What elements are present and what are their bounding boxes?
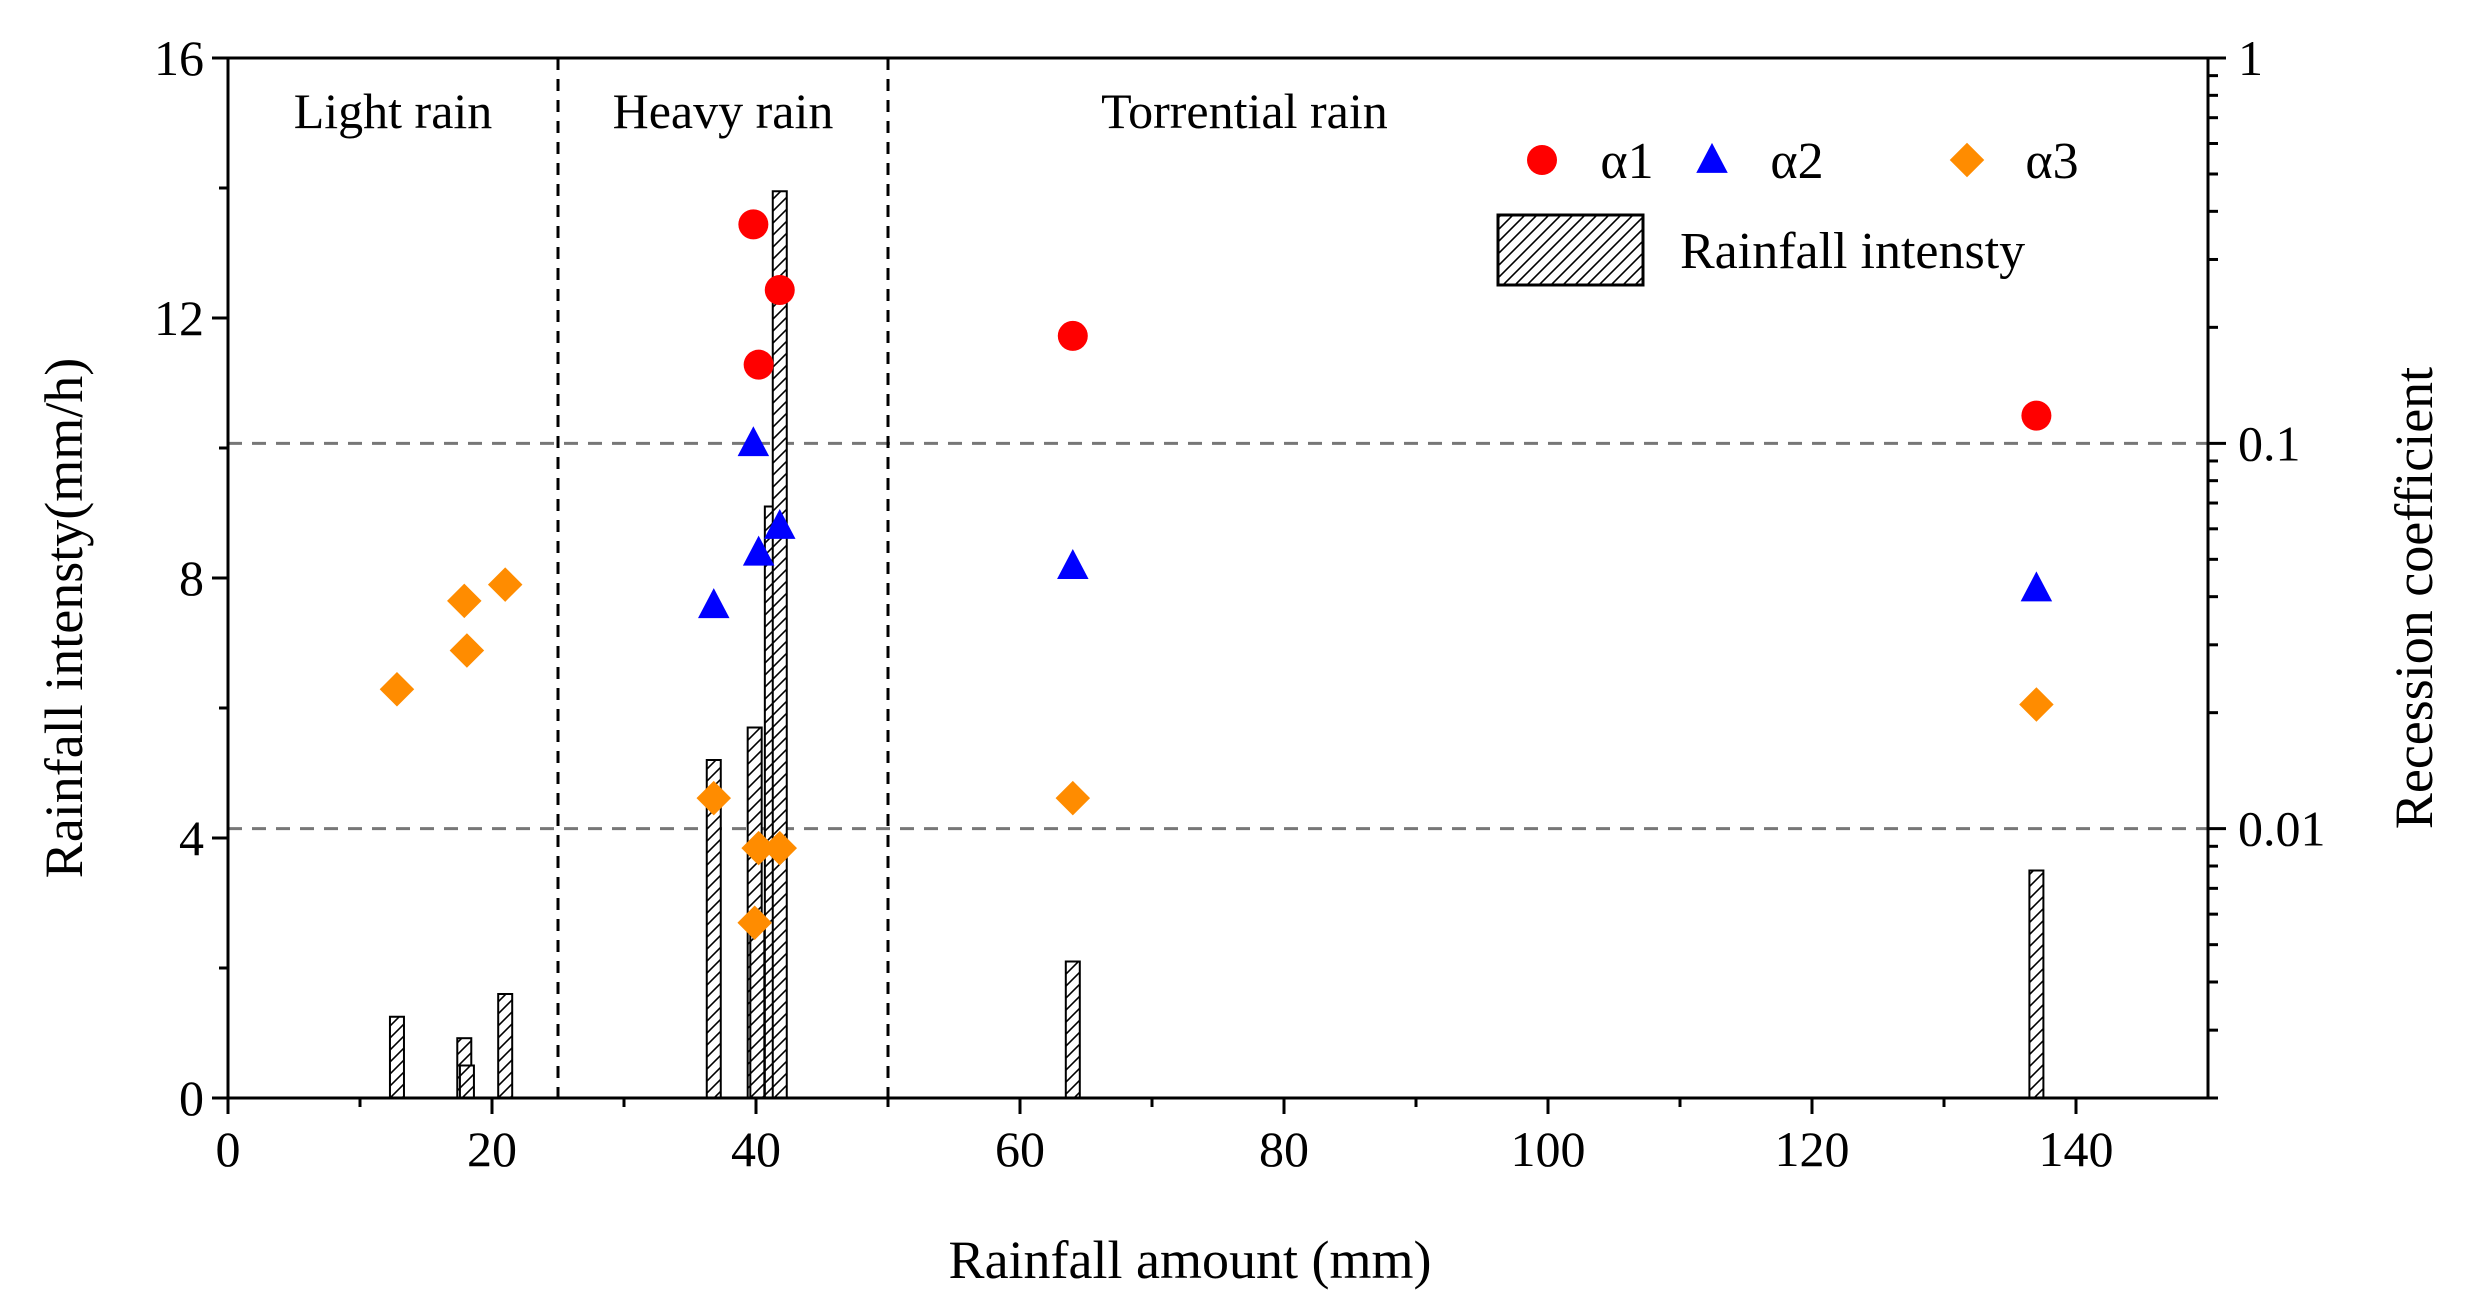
y-left-tick-label: 0 — [179, 1070, 204, 1126]
x-tick-label: 40 — [731, 1121, 781, 1177]
triangle-marker — [1057, 549, 1089, 579]
bar — [388, 1015, 405, 1099]
diamond-marker — [696, 780, 732, 816]
x-tick-label: 120 — [1775, 1121, 1850, 1177]
diamond-marker — [741, 830, 776, 866]
legend-diamond-marker — [1949, 142, 1985, 178]
diamond-marker — [762, 830, 798, 866]
y-left-tick-label: 16 — [154, 30, 204, 86]
bar — [2028, 869, 2045, 1099]
bar — [749, 921, 766, 1099]
circle-marker — [2021, 400, 2052, 431]
region-label: Heavy rain — [613, 83, 834, 139]
circle-marker — [738, 209, 769, 240]
triangle-marker — [698, 588, 730, 619]
y-axis-right-title: Recession coefficient — [2384, 367, 2444, 829]
triangle-marker — [764, 508, 796, 539]
scatter-series — [379, 209, 2054, 940]
legend-label: α1 — [1600, 133, 1653, 190]
diamond-marker — [2019, 687, 2054, 722]
plot-frame — [226, 56, 2210, 1100]
y-right-tick-label: 1 — [2238, 30, 2263, 86]
y-right-tick-label: 0.1 — [2238, 415, 2301, 471]
region-labels: Light rain Heavy rain Torrential rain — [294, 83, 1388, 139]
legend-bar-swatch — [1496, 213, 1645, 287]
bar — [1064, 960, 1081, 1099]
legend-label: α3 — [2025, 133, 2078, 190]
y-left-tick-label: 4 — [179, 810, 204, 866]
x-tick-label: 140 — [2039, 1121, 2114, 1177]
y-left-tick-label: 12 — [154, 290, 204, 346]
circle-marker — [743, 349, 774, 380]
y-left-tick-label: 8 — [179, 550, 204, 606]
legend-circle-marker — [1527, 145, 1557, 175]
bar — [458, 1064, 475, 1099]
region-label: Light rain — [294, 83, 493, 139]
circle-marker — [1057, 320, 1088, 351]
diamond-marker — [449, 633, 485, 668]
legend-label: α2 — [1770, 133, 1823, 190]
bar-series — [388, 190, 2045, 1099]
triangle-marker — [737, 426, 770, 457]
triangle-marker — [2020, 571, 2053, 602]
region-label: Torrential rain — [1101, 83, 1388, 139]
y-right-tick-label: 0.01 — [2238, 801, 2326, 857]
diamond-marker — [447, 583, 482, 619]
x-tick-label: 100 — [1511, 1121, 1586, 1177]
x-tick-label: 60 — [995, 1121, 1045, 1177]
x-tick-label: 80 — [1259, 1121, 1309, 1177]
triangle-marker — [742, 535, 775, 566]
region-dividers — [556, 58, 890, 1098]
diamond-marker — [487, 567, 523, 602]
x-tick-label: 0 — [216, 1121, 241, 1177]
legend-triangle-marker — [1696, 142, 1728, 173]
diamond-marker — [737, 905, 772, 940]
bar — [771, 190, 788, 1099]
y-axis-left-title: Rainfall intensty(mm/h) — [34, 358, 94, 878]
axes: 0 20 40 60 80 100 120 140 0 4 8 12 16 0.01 0.1 1 — [154, 30, 2326, 1177]
x-axis-title: Rainfall amount (mm) — [949, 1230, 1432, 1290]
legend-label: Rainfall intensty — [1680, 223, 2025, 280]
diamond-marker — [379, 672, 415, 707]
reference-lines — [228, 441, 2208, 831]
bar — [497, 993, 514, 1099]
circle-marker — [764, 274, 795, 305]
diamond-marker — [1055, 780, 1091, 816]
x-tick-label: 20 — [467, 1121, 517, 1177]
